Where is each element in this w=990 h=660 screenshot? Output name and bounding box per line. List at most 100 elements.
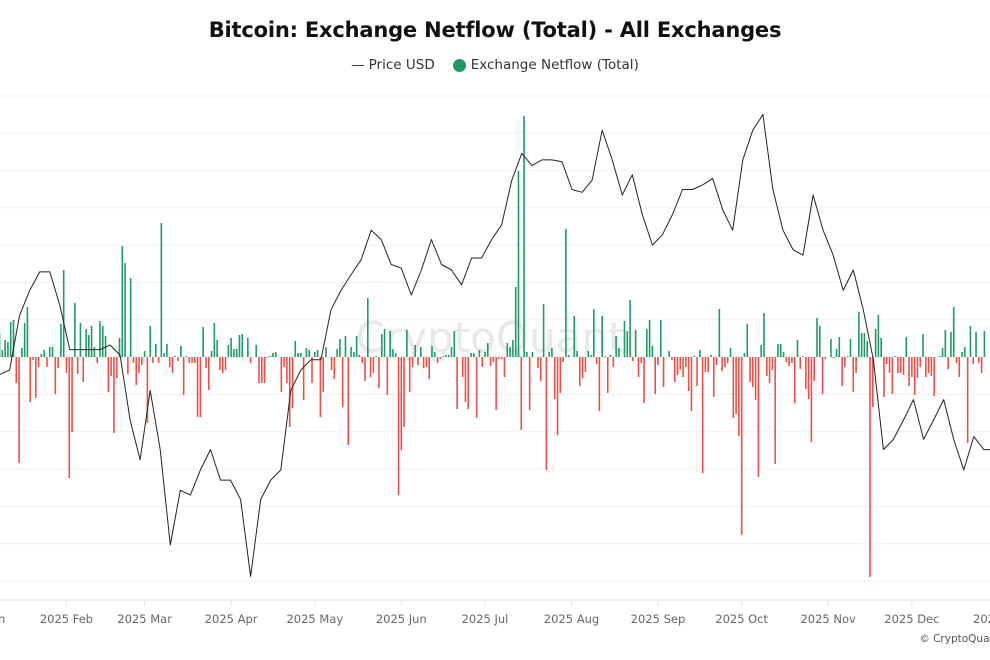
netflow-bar	[805, 357, 807, 389]
netflow-bar	[93, 347, 96, 357]
netflow-bar	[442, 356, 444, 357]
netflow-bar	[154, 344, 157, 357]
netflow-bar	[258, 357, 260, 383]
netflow-bar	[690, 357, 693, 411]
netflow-bar	[980, 357, 983, 373]
netflow-bar	[364, 357, 366, 381]
netflow-bar	[431, 346, 433, 357]
netflow-bar	[891, 357, 894, 394]
netflow-bar	[411, 357, 414, 367]
netflow-bar	[679, 357, 682, 370]
netflow-bar	[682, 357, 684, 377]
x-tick-label: 2025 Nov	[800, 612, 856, 626]
netflow-bar	[422, 357, 425, 368]
netflow-bar	[46, 357, 48, 367]
netflow-bar	[584, 357, 587, 372]
netflow-bar	[180, 346, 182, 357]
netflow-bar	[489, 357, 492, 366]
netflow-bar	[632, 357, 634, 361]
netflow-bar	[567, 355, 570, 357]
netflow-bar	[85, 329, 87, 357]
netflow-bar	[436, 357, 439, 363]
netflow-bar	[333, 357, 336, 379]
netflow-bar	[883, 357, 885, 397]
netflow-bar	[768, 357, 771, 383]
netflow-bar	[835, 349, 838, 357]
netflow-bar	[314, 352, 316, 357]
netflow-bar	[573, 316, 576, 357]
netflow-bar	[693, 356, 696, 357]
netflow-bar	[657, 357, 659, 365]
netflow-bar	[553, 357, 556, 399]
netflow-bar	[838, 337, 841, 357]
x-tick-label: 2026 Jan	[973, 612, 990, 626]
netflow-bar	[634, 330, 637, 357]
netflow-bar	[132, 357, 135, 363]
netflow-bar	[397, 357, 400, 495]
netflow-bar	[643, 357, 645, 403]
netflow-bar	[1, 350, 4, 357]
netflow-bar	[51, 347, 54, 357]
netflow-bar	[872, 357, 874, 407]
netflow-bar	[922, 334, 924, 357]
legend-item-netflow[interactable]: Exchange Netflow (Total)	[452, 57, 639, 73]
netflow-bar	[311, 357, 313, 383]
netflow-bar	[380, 334, 383, 357]
netflow-bar	[445, 355, 447, 357]
chart-title: Bitcoin: Exchange Netflow (Total) - All …	[208, 18, 782, 42]
netflow-bar	[587, 351, 590, 357]
netflow-bar	[475, 357, 478, 418]
x-tick-label: 2025 Dec	[884, 612, 939, 626]
netflow-bar	[593, 309, 595, 357]
netflow-bar	[671, 357, 673, 360]
netflow-bar	[247, 338, 249, 357]
netflow-bar	[779, 344, 782, 357]
netflow-bar	[774, 357, 776, 464]
x-tick-label: 2025 May	[286, 612, 343, 626]
netflow-bar	[129, 278, 132, 357]
netflow-bar	[944, 330, 947, 357]
netflow-bar	[171, 357, 174, 373]
netflow-bar	[484, 352, 486, 357]
netflow-bar	[712, 357, 715, 397]
netflow-bar	[486, 343, 489, 357]
netflow-bar	[15, 357, 18, 383]
netflow-bar	[629, 300, 631, 357]
netflow-bar	[927, 357, 930, 373]
netflow-bar	[520, 357, 523, 430]
netflow-bar	[894, 356, 896, 357]
netflow-bar	[283, 357, 285, 367]
netflow-bar	[319, 357, 322, 417]
netflow-bar	[152, 357, 154, 363]
watermark: CryptoQuant	[356, 313, 625, 362]
netflow-bar	[456, 357, 458, 409]
netflow-bar	[830, 339, 832, 357]
netflow-bar	[933, 357, 935, 396]
netflow-bar	[135, 357, 138, 385]
price-series-line	[0, 114, 990, 577]
netflow-bar	[196, 357, 199, 417]
netflow-bar	[110, 357, 112, 376]
netflow-bar	[765, 357, 768, 376]
netflow-bar	[710, 355, 712, 357]
netflow-bar	[29, 357, 32, 402]
netflow-bar	[141, 357, 143, 365]
netflow-bar	[858, 312, 860, 357]
netflow-bar	[82, 357, 85, 382]
netflow-bar	[687, 357, 690, 391]
netflow-bar	[54, 357, 57, 394]
legend-item-price[interactable]: — Price USD	[351, 57, 435, 73]
netflow-bar	[182, 357, 185, 395]
netflow-bar	[763, 313, 765, 357]
netflow-bar	[160, 223, 163, 357]
netflow-bar	[492, 357, 495, 362]
netflow-bar	[202, 327, 204, 357]
netflow-bar	[841, 357, 843, 386]
netflow-bar	[793, 357, 796, 403]
netflow-bar	[503, 357, 506, 377]
netflow-bar	[785, 357, 788, 362]
netflow-bar	[799, 357, 802, 369]
netflow-bar	[581, 357, 584, 378]
netflow-bar	[726, 357, 729, 363]
netflow-bar	[263, 357, 266, 383]
